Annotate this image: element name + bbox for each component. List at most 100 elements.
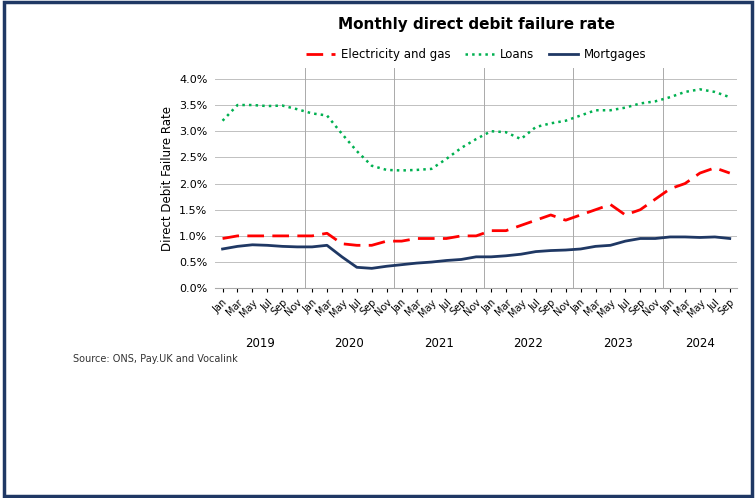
Electricity and gas: [516, 223, 525, 229]
Electricity and gas: [576, 212, 585, 218]
Electricity and gas: [487, 228, 496, 234]
Mortgages: [248, 242, 257, 248]
Text: 2022: 2022: [513, 337, 544, 350]
Electricity and gas: [680, 181, 689, 187]
Mortgages: [680, 234, 689, 240]
Electricity and gas: [665, 186, 674, 192]
Mortgages: [233, 244, 242, 249]
Mortgages: [367, 265, 376, 271]
Electricity and gas: [233, 233, 242, 239]
Loans: [248, 102, 257, 108]
Loans: [636, 101, 645, 107]
Electricity and gas: [367, 243, 376, 249]
Title: Monthly direct debit failure rate: Monthly direct debit failure rate: [338, 17, 615, 32]
Loans: [576, 113, 585, 119]
Text: Source: ONS, Pay.UK and Vocalink: Source: ONS, Pay.UK and Vocalink: [73, 354, 237, 364]
Mortgages: [576, 246, 585, 252]
Mortgages: [323, 243, 332, 249]
Mortgages: [457, 256, 466, 262]
Mortgages: [472, 254, 481, 260]
Mortgages: [263, 243, 272, 249]
Line: Loans: Loans: [222, 89, 730, 170]
Electricity and gas: [397, 238, 406, 244]
Loans: [427, 166, 436, 172]
Mortgages: [531, 249, 541, 254]
Electricity and gas: [725, 170, 734, 176]
Electricity and gas: [382, 238, 391, 244]
Loans: [412, 167, 421, 173]
Loans: [651, 99, 660, 105]
Electricity and gas: [277, 233, 287, 239]
Loans: [337, 131, 346, 137]
Mortgages: [352, 264, 361, 270]
Loans: [263, 103, 272, 109]
Text: 2020: 2020: [334, 337, 364, 350]
Line: Mortgages: Mortgages: [222, 237, 730, 268]
Mortgages: [621, 238, 630, 244]
Loans: [442, 156, 451, 162]
Loans: [711, 89, 720, 95]
Electricity and gas: [696, 170, 705, 176]
Mortgages: [665, 234, 674, 240]
Loans: [293, 106, 302, 112]
Loans: [725, 94, 734, 100]
Loans: [531, 124, 541, 130]
Mortgages: [606, 243, 615, 249]
Legend: Electricity and gas, Loans, Mortgages: Electricity and gas, Loans, Mortgages: [301, 43, 652, 66]
Mortgages: [487, 254, 496, 260]
Electricity and gas: [561, 217, 570, 223]
Loans: [367, 163, 376, 169]
Mortgages: [427, 259, 436, 265]
Electricity and gas: [308, 233, 317, 239]
Loans: [472, 136, 481, 142]
Electricity and gas: [323, 230, 332, 236]
Loans: [665, 94, 674, 100]
Mortgages: [501, 253, 510, 259]
Electricity and gas: [501, 228, 510, 234]
Mortgages: [308, 244, 317, 250]
Line: Electricity and gas: Electricity and gas: [222, 168, 730, 246]
Electricity and gas: [621, 212, 630, 218]
Mortgages: [696, 235, 705, 241]
Loans: [621, 105, 630, 111]
Mortgages: [725, 236, 734, 242]
Electricity and gas: [531, 217, 541, 223]
Loans: [277, 103, 287, 109]
Mortgages: [636, 236, 645, 242]
Text: 2021: 2021: [424, 337, 454, 350]
Loans: [218, 118, 227, 124]
Mortgages: [277, 244, 287, 249]
Electricity and gas: [412, 236, 421, 242]
Loans: [680, 89, 689, 95]
Loans: [233, 102, 242, 108]
Mortgages: [382, 263, 391, 269]
Electricity and gas: [547, 212, 556, 218]
Loans: [382, 167, 391, 173]
Text: 2023: 2023: [603, 337, 633, 350]
Loans: [323, 113, 332, 119]
Electricity and gas: [218, 236, 227, 242]
Mortgages: [412, 260, 421, 266]
Electricity and gas: [651, 196, 660, 202]
Mortgages: [547, 248, 556, 253]
Loans: [547, 121, 556, 126]
Electricity and gas: [711, 165, 720, 171]
Electricity and gas: [248, 233, 257, 239]
Loans: [457, 145, 466, 151]
Electricity and gas: [293, 233, 302, 239]
Loans: [606, 107, 615, 113]
Electricity and gas: [457, 233, 466, 239]
Mortgages: [293, 244, 302, 250]
Loans: [591, 107, 600, 113]
Loans: [487, 128, 496, 134]
Mortgages: [591, 244, 600, 249]
Electricity and gas: [442, 236, 451, 242]
Loans: [501, 129, 510, 135]
Electricity and gas: [472, 233, 481, 239]
Electricity and gas: [263, 233, 272, 239]
Electricity and gas: [606, 202, 615, 208]
Loans: [352, 148, 361, 154]
Loans: [561, 118, 570, 124]
Y-axis label: Direct Debit Failure Rate: Direct Debit Failure Rate: [160, 106, 174, 251]
Electricity and gas: [636, 207, 645, 213]
